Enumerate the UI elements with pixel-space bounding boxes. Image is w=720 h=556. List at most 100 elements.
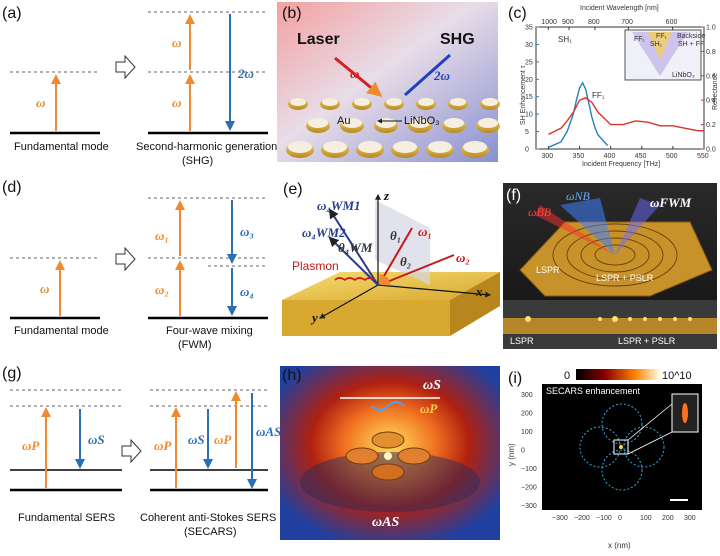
was-label: ωAS <box>256 424 281 439</box>
au-label: Au <box>337 115 350 127</box>
colorbar-min: 0 <box>564 370 570 382</box>
x-ticks: −300 −200 −100 0 100 200 300 <box>552 515 696 522</box>
left-tick-label: 30 <box>525 42 533 49</box>
left-tick-label: 0 <box>525 147 529 154</box>
x-label: x <box>475 284 483 299</box>
x-tick-label: 0 <box>618 515 622 522</box>
beam-nb <box>560 198 615 255</box>
left-ticks: 0 5 10 15 20 25 30 35 <box>525 25 539 154</box>
omega3-label: ω₃ <box>240 224 254 239</box>
x-tick-label: −200 <box>574 515 590 522</box>
sh1-label: SH₁ <box>558 35 572 44</box>
panel-i-label: (i) <box>508 370 522 387</box>
w4wm2-arrow <box>328 236 379 286</box>
hotspots <box>525 316 692 322</box>
panel-d-label: (d) <box>2 179 22 196</box>
panel-a: (a) ω Fundamental mode ω ω 2ω Second-har… <box>2 5 277 167</box>
y-tick-label: −300 <box>521 503 537 510</box>
y-tick-label: −200 <box>521 485 537 492</box>
omega-label: ω <box>36 95 45 110</box>
zoom-inset <box>671 393 699 433</box>
panel-i: (i) 0 10^10 SECARS enhancement −300 −200−… <box>507 369 702 550</box>
panel-a-label: (a) <box>2 5 22 22</box>
gold-film-front <box>282 300 450 336</box>
caption-fundamental: Fundamental mode <box>14 325 109 337</box>
y-axis-label: y (nm) <box>507 443 516 466</box>
caption-secars: Coherent anti-Stokes SERS <box>140 512 276 524</box>
x-tick-label: 100 <box>640 515 652 522</box>
laser-beam-arrow <box>334 56 383 97</box>
substrate-shadow <box>300 452 480 512</box>
right-tick-label: 0.8 <box>706 49 716 56</box>
top-tick-label: 700 <box>621 19 633 26</box>
panel-c-label: (c) <box>508 5 527 22</box>
laser-label: Laser <box>297 31 340 48</box>
right-tick-label: 0.6 <box>706 73 716 80</box>
right-axis-label: Reflectance <box>712 73 719 110</box>
colorbar-max: 10^10 <box>662 370 692 382</box>
linbo3-label: LiNbO₃ <box>404 115 440 127</box>
panel-e-label: (e) <box>283 181 303 198</box>
panel-g-label: (g) <box>2 365 22 382</box>
y-tick-label: 200 <box>521 411 533 418</box>
panel-h-label: (h) <box>282 367 302 384</box>
inset-diagram: FF₁ FF₁ SH₁ Backside SH + FF LiNbO₃ <box>624 29 706 81</box>
lspr-pslr-label: LSPR + PSLR <box>596 273 654 283</box>
left-tick-label: 20 <box>525 77 533 84</box>
cross-section-gold <box>503 318 717 334</box>
omega2-label: ω₂ <box>155 282 169 297</box>
panel-b-label: (b) <box>282 5 302 22</box>
left-tick-label: 10 <box>525 112 533 119</box>
bottom-tick-label: 400 <box>604 153 616 160</box>
right-tick-label: 0.4 <box>706 98 716 105</box>
w1-arrow <box>378 227 413 285</box>
panel-f: ωNB ωFWM ωBB LSPR LSPR + PSLR LSPR LSPR … <box>503 183 717 349</box>
inset-sh-label: SH₁ <box>650 41 663 48</box>
omega-label: ω <box>172 35 181 50</box>
zoom-box <box>613 439 629 455</box>
caption-fundamental: Fundamental mode <box>14 141 109 153</box>
ws-wave <box>371 401 405 411</box>
x-axis-label: x (nm) <box>608 541 631 550</box>
caption-fwm: Four-wave mixing <box>166 325 253 337</box>
w4wm2-label: ω₄WM2 <box>302 225 346 240</box>
wp-label: ωP <box>420 401 438 416</box>
bottom-tick-label: 450 <box>635 153 647 160</box>
x-axis <box>377 284 492 298</box>
x-tick-label: 300 <box>684 515 696 522</box>
bottom-ticks: 300 350 400 450 500 550 <box>541 146 709 160</box>
y-axis <box>318 284 379 319</box>
right-ticks: 0.0 0.2 0.4 0.6 0.8 1.0 <box>701 25 716 154</box>
z-label: z <box>383 188 390 203</box>
x-tick-label: −300 <box>552 515 568 522</box>
left-tick-label: 15 <box>525 94 533 101</box>
right-tick-label: 1.0 <box>706 25 716 32</box>
inset-backside-label: Backside <box>677 33 706 40</box>
wp-label: ωP <box>22 438 40 453</box>
transition-arrow-icon <box>115 246 136 272</box>
w1-label: ω₁ <box>418 224 432 239</box>
shg-beam-arrow <box>404 53 451 97</box>
caption-shg-abbr: (SHG) <box>182 155 213 167</box>
bottom-tick-label: 550 <box>697 153 709 160</box>
w4wm1-label: ω₄WM1 <box>317 198 361 213</box>
bottom-tick-label: 300 <box>541 153 553 160</box>
top-tick-label: 1000 <box>541 19 557 26</box>
beam-fwm <box>615 198 660 255</box>
panel-f-label: (f) <box>506 187 521 204</box>
caption-shg: Second-harmonic generation <box>136 141 277 153</box>
omega-label: ω <box>40 281 49 296</box>
omega-label: ω <box>172 95 181 110</box>
map-title: SECARS enhancement <box>546 386 641 396</box>
panel-b: Laser SHG ω 2ω Au LiNbO₃ (b) <box>277 2 500 162</box>
top-tick-label: 900 <box>562 19 574 26</box>
top-tick-label: 600 <box>666 19 678 26</box>
was-label: ωAS <box>372 515 399 530</box>
grating-rings <box>552 223 678 287</box>
panel-d: (d) ω Fundamental mode ω₁ ω₂ ω₃ ω₄ Four-… <box>2 179 268 351</box>
gold-film-side <box>450 272 500 336</box>
theta4wm-label: θ₄WM <box>338 240 373 255</box>
left-tick-label: 25 <box>525 59 533 66</box>
inset-shff-label: SH + FF <box>678 41 704 48</box>
